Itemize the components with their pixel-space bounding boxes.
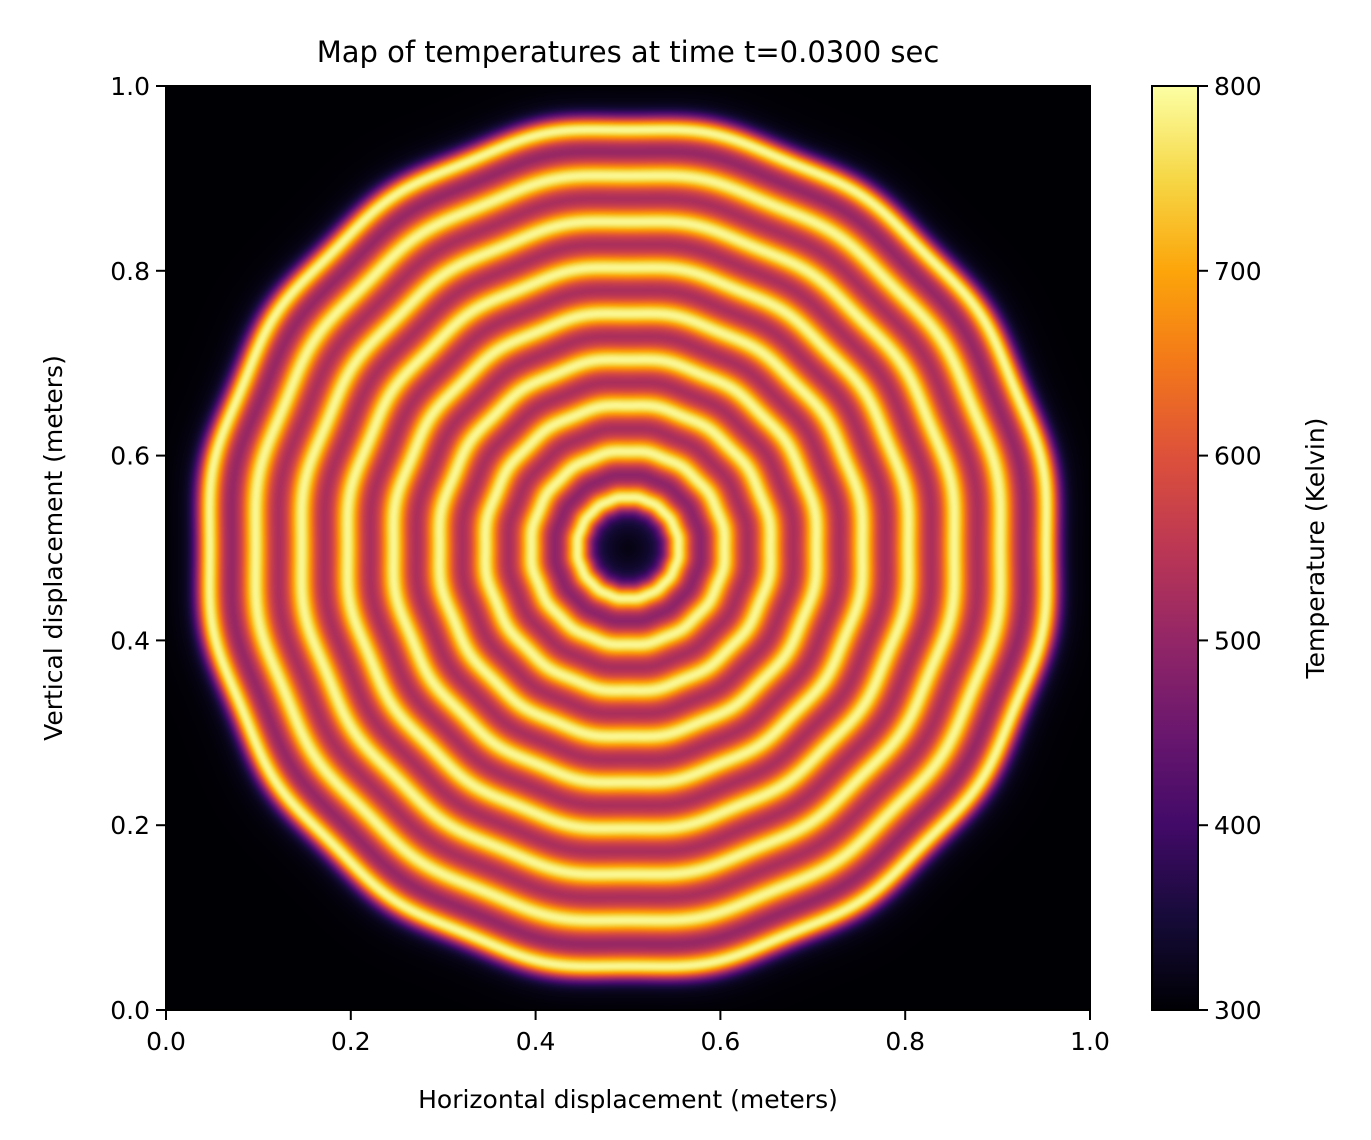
y-tick-label: 0.2	[110, 811, 150, 840]
y-axis: 0.0 0.2 0.4 0.6 0.8 1.0	[110, 72, 166, 1025]
x-axis-label: Horizontal displacement (meters)	[418, 1085, 838, 1114]
colorbar-tick-label: 400	[1214, 811, 1262, 840]
colorbar-tick-label: 800	[1214, 72, 1262, 101]
chart-title: Map of temperatures at time t=0.0300 sec	[317, 35, 940, 69]
colorbar: 300 400 500 600 700 800 Temperature (Kelvin)	[1151, 72, 1330, 1025]
x-tick-label: 0.2	[331, 1027, 371, 1056]
colorbar-label: Temperature (Kelvin)	[1301, 418, 1330, 680]
colorbar-gradient	[1151, 85, 1199, 1011]
x-tick-label: 0.8	[885, 1027, 925, 1056]
colorbar-tick-label: 600	[1214, 442, 1262, 471]
x-axis: 0.0 0.2 0.4 0.6 0.8 1.0	[146, 1010, 1110, 1056]
x-tick-label: 0.4	[516, 1027, 556, 1056]
y-axis-label: Vertical displacement (meters)	[39, 355, 68, 741]
heatmap-plot	[165, 85, 1091, 1011]
colorbar-axis: 300 400 500 600 700 800	[1198, 72, 1262, 1025]
y-tick-label: 0.0	[110, 996, 150, 1025]
plot-frame	[165, 85, 1091, 1011]
colorbar-tick-label: 500	[1214, 626, 1262, 655]
y-tick-label: 0.6	[110, 442, 150, 471]
colorbar-tick-label: 300	[1214, 996, 1262, 1025]
y-tick-label: 0.8	[110, 257, 150, 286]
heatmap-image-container	[166, 86, 1090, 1010]
colorbar-tick-label: 700	[1214, 257, 1262, 286]
x-tick-label: 0.0	[146, 1027, 186, 1056]
x-tick-label: 0.6	[701, 1027, 741, 1056]
y-tick-label: 0.4	[110, 626, 150, 655]
x-tick-label: 1.0	[1070, 1027, 1110, 1056]
y-tick-label: 1.0	[110, 72, 150, 101]
heatmap-image	[166, 86, 1090, 1010]
